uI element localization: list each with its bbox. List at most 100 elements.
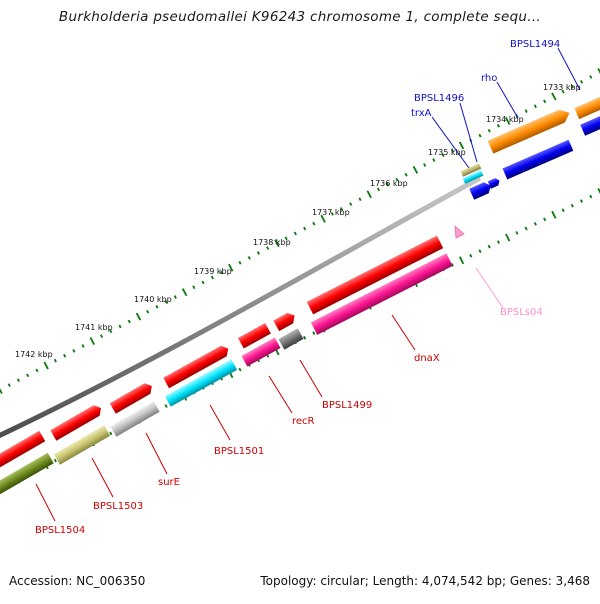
ruler-tick — [164, 404, 168, 408]
ruler-tick — [524, 109, 528, 114]
ruler-tick — [81, 344, 85, 348]
feature-BPSL1504[interactable] — [0, 452, 54, 496]
ruler-tick — [0, 388, 3, 394]
ruler-label-1742: 1742 kbp — [15, 350, 53, 359]
ruler-tick — [551, 92, 557, 101]
ruler-tick — [63, 353, 67, 358]
leader-surE — [145, 432, 168, 475]
ruler-tick — [330, 212, 334, 216]
feature-BPSL1496-rev[interactable] — [487, 177, 501, 189]
gene-label-BPSL1504[interactable]: BPSL1504 — [35, 525, 85, 536]
ruler-tick — [146, 309, 150, 314]
backbone-strand — [0, 175, 482, 439]
gene-labels: BPSL1494 rho BPSL1496 trxA BPSLs04 dnaX … — [35, 39, 560, 536]
ruler-tick — [376, 187, 380, 192]
gene-label-BPSL1503[interactable]: BPSL1503 — [93, 501, 143, 512]
gene-label-BPSL1494[interactable]: BPSL1494 — [510, 39, 560, 50]
gene-label-surE[interactable]: surE — [158, 477, 180, 488]
ruler-tick — [26, 373, 30, 378]
sequence-summary: Topology: circular; Length: 4,074,542 bp… — [260, 574, 590, 588]
ruler-tick — [349, 202, 353, 206]
gene-label-BPSLs04[interactable]: BPSLs04 — [500, 307, 543, 318]
ruler-outer-ticks — [0, 68, 600, 394]
ruler-label-1734: 1734 kbp — [486, 115, 524, 124]
feature-rho[interactable] — [574, 96, 600, 120]
feature-BPSLs04[interactable] — [454, 225, 465, 239]
feature-BPSL1503[interactable] — [53, 425, 111, 465]
ruler-tick — [496, 240, 501, 244]
ruler-tick — [238, 367, 242, 372]
ruler-tick — [533, 222, 537, 226]
feature-surE-upper[interactable] — [109, 381, 155, 414]
feature-recR-upper[interactable] — [273, 310, 297, 332]
ruler-tick — [423, 163, 427, 167]
gene-label-BPSL1501[interactable]: BPSL1501 — [214, 446, 264, 457]
ruler-tick — [210, 275, 214, 280]
ruler-tick — [580, 79, 584, 84]
leader-BPSL1496 — [459, 102, 478, 163]
feature-BPSL1496[interactable] — [460, 163, 482, 177]
feature-BPSL1494[interactable] — [487, 106, 572, 154]
ruler-tick — [570, 203, 574, 208]
ruler-tick — [100, 334, 104, 339]
ruler-tick — [109, 431, 113, 436]
ruler-label-1738: 1738 kbp — [253, 238, 291, 247]
ruler-tick — [173, 295, 177, 299]
feature-dnaX[interactable] — [310, 253, 453, 335]
gene-label-BPSL1499[interactable]: BPSL1499 — [322, 400, 372, 411]
feature-recR[interactable] — [241, 337, 281, 367]
feature-BPSL1499[interactable] — [278, 328, 304, 350]
ruler-tick — [589, 75, 593, 79]
gene-label-trxA[interactable]: trxA — [411, 108, 432, 119]
leader-BPSL1504 — [35, 483, 56, 522]
ruler-tick — [551, 210, 557, 219]
feature-surE[interactable] — [110, 401, 160, 437]
ruler-tick — [469, 253, 473, 258]
ruler-label-1737: 1737 kbp — [312, 208, 350, 217]
feature-rho-rev[interactable] — [580, 115, 600, 136]
ruler-tick — [450, 148, 454, 153]
gene-label-BPSL1496[interactable]: BPSL1496 — [414, 93, 464, 104]
ruler-tick — [303, 335, 307, 340]
ruler-label-1741: 1741 kbp — [75, 323, 113, 332]
ruler-tick — [597, 68, 600, 74]
leader-dnaX — [391, 314, 416, 351]
feature-BPSL1503-upper[interactable] — [50, 403, 104, 441]
ruler-tick — [386, 182, 390, 187]
ruler-tick — [524, 226, 528, 231]
ruler-tick — [358, 197, 362, 202]
ruler-tick — [412, 165, 419, 174]
feature-BPSL1504-upper[interactable] — [0, 430, 46, 470]
ruler-tick — [505, 116, 511, 125]
gene-label-dnaX[interactable]: dnaX — [414, 353, 440, 364]
leader-BPSLs04 — [475, 267, 504, 309]
leader-BPSL1503 — [91, 457, 114, 498]
ruler-tick — [201, 280, 205, 285]
gene-label-rho[interactable]: rho — [481, 73, 497, 84]
feature-BPSL1499-upper[interactable] — [237, 322, 271, 349]
ruler-tick — [395, 177, 399, 182]
ruler-tick — [543, 99, 547, 104]
feature-trxA-rev[interactable] — [469, 180, 493, 200]
leader-recR — [268, 375, 293, 414]
feature-dnaX-upper[interactable] — [306, 235, 444, 315]
ruler-tick — [303, 226, 307, 231]
ruler-tick — [312, 331, 316, 336]
feature-BPSL1494-rev[interactable] — [502, 139, 574, 180]
ruler-tick — [312, 221, 316, 226]
leader-BPSL1501 — [209, 404, 231, 441]
feature-BPSL1501[interactable] — [164, 359, 238, 407]
ruler-tick — [16, 378, 20, 383]
ruler-tick — [118, 324, 122, 329]
feature-trxA[interactable] — [462, 170, 484, 184]
ruler-tick — [53, 458, 57, 463]
ruler-label-1736: 1736 kbp — [370, 179, 408, 188]
gene-label-recR[interactable]: recR — [292, 416, 315, 427]
feature-BPSL1501-upper[interactable] — [163, 343, 231, 389]
ruler-tick — [450, 263, 454, 267]
ruler-tick — [432, 158, 436, 162]
forward-strand-features — [0, 96, 600, 470]
ruler-tick — [458, 256, 465, 265]
